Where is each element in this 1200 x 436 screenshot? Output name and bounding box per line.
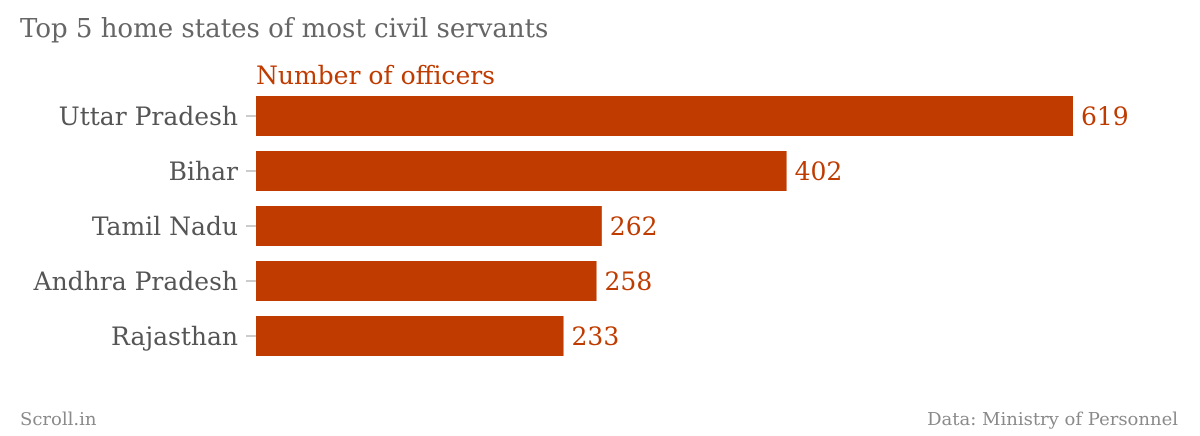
bar xyxy=(256,96,1073,136)
data-label: 233 xyxy=(572,322,620,351)
source-label: Data: Ministry of Personnel xyxy=(927,409,1178,430)
category-label: Andhra Pradesh xyxy=(33,267,238,296)
brand-label: Scroll.in xyxy=(20,409,97,430)
data-label: 262 xyxy=(610,212,658,241)
category-label: Bihar xyxy=(169,157,238,186)
data-label: 258 xyxy=(605,267,653,296)
category-label: Rajasthan xyxy=(111,322,238,351)
bar xyxy=(256,316,564,356)
category-label: Tamil Nadu xyxy=(92,212,238,241)
series-label: Number of officers xyxy=(256,61,495,90)
category-label: Uttar Pradesh xyxy=(59,102,238,131)
bar xyxy=(256,151,787,191)
data-label: 402 xyxy=(795,157,843,186)
bar xyxy=(256,206,602,246)
chart-title: Top 5 home states of most civil servants xyxy=(20,14,549,44)
bar xyxy=(256,261,597,301)
data-label: 619 xyxy=(1081,102,1129,131)
